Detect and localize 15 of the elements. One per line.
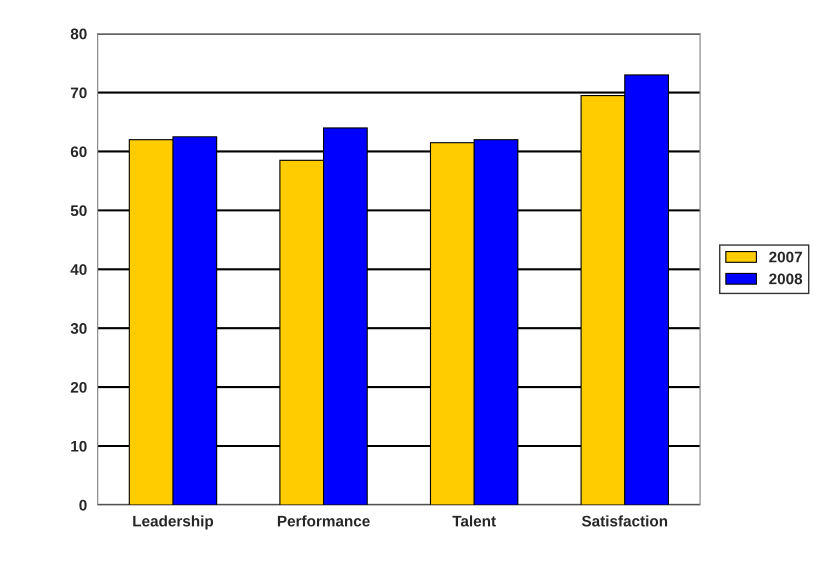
legend-label: 2007 <box>769 252 802 262</box>
legend-label: 2008 <box>769 274 802 284</box>
x-tick-label: Satisfaction <box>582 515 668 527</box>
y-tick-label: 40 <box>70 264 87 275</box>
x-tick-label: Performance <box>278 515 370 527</box>
y-tick-label: 60 <box>70 146 87 158</box>
y-tick-label: 70 <box>70 87 87 98</box>
y-tick-label: 10 <box>71 440 87 452</box>
y-tick-label: 30 <box>70 323 87 334</box>
y-tick-label: 20 <box>70 382 87 393</box>
x-tick-label: Leadership <box>133 515 214 530</box>
y-tick-label: 0 <box>79 500 87 511</box>
y-tick-label: 50 <box>70 205 87 216</box>
x-tick-label: Talent <box>452 515 496 527</box>
y-tick-label: 80 <box>70 28 87 40</box>
